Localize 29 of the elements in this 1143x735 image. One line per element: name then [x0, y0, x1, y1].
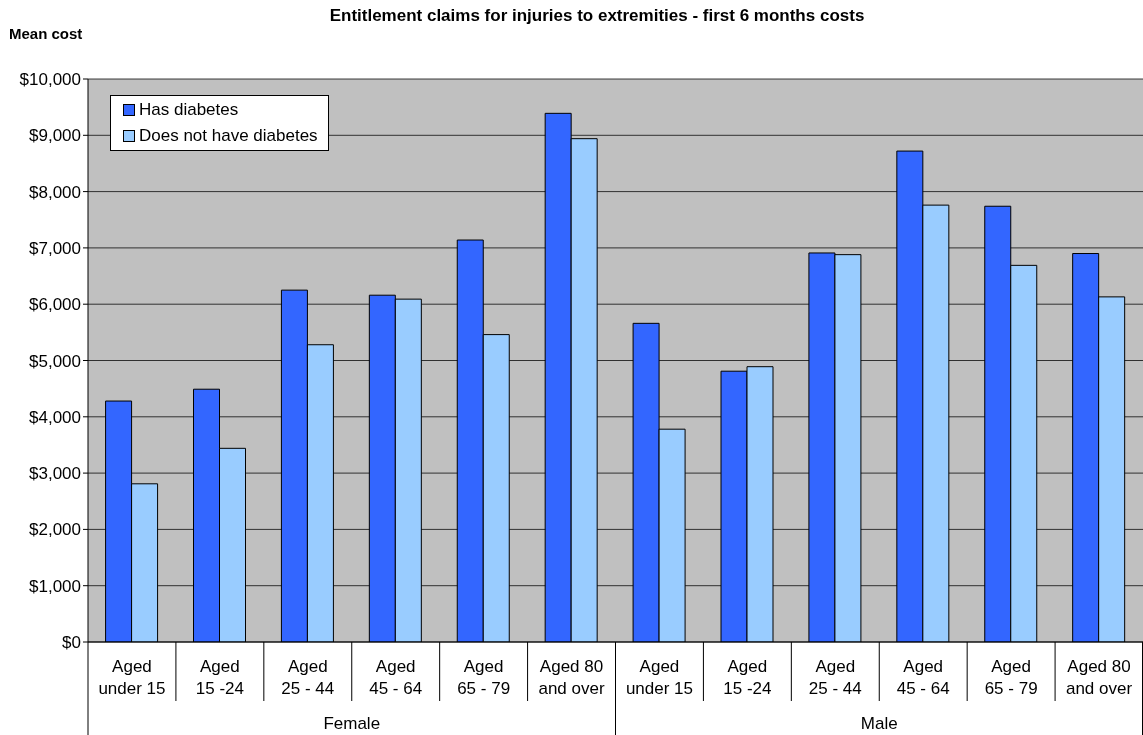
- y-tick-label: $7,000: [29, 238, 81, 258]
- x-tick-label: Aged 45 - 64: [896, 657, 950, 698]
- x-tick-label: Aged under 15: [625, 657, 694, 698]
- x-tick-label: Aged 80 and over: [538, 657, 605, 698]
- y-tick-label: $3,000: [29, 464, 81, 484]
- x-tick-label: Aged 15 -24: [195, 657, 244, 698]
- x-tick-label: Aged under 15: [98, 657, 166, 698]
- y-tick-label: $5,000: [29, 351, 81, 371]
- x-tick-label: Aged 25 - 44: [808, 657, 862, 698]
- text: Male: [860, 714, 898, 733]
- text: Female: [323, 714, 381, 733]
- y-tick-label: $6,000: [29, 295, 81, 315]
- chart-title: Entitlement claims for injuries to extremities - first 6 months costs: [328, 6, 866, 26]
- x-tick-label: Aged 25 - 44: [281, 657, 335, 698]
- y-tick-label: $1,000: [29, 576, 81, 596]
- y-tick-label: $2,000: [29, 520, 81, 540]
- legend-label: Does not have diabetes: [139, 126, 318, 146]
- y-tick-label: $0: [62, 633, 81, 653]
- y-tick-label: $4,000: [29, 407, 81, 427]
- legend-label: Has diabetes: [139, 100, 239, 120]
- y-axis-title: Mean cost: [9, 25, 83, 42]
- x-tick-label: Aged 65 - 79: [984, 657, 1038, 698]
- x-tick-label: Aged 65 - 79: [457, 657, 511, 698]
- y-tick-label: $10,000: [19, 70, 81, 90]
- x-tick-label: Aged 15 -24: [723, 657, 772, 698]
- y-tick-label: $9,000: [29, 126, 81, 146]
- x-tick-label: Aged 80 and over: [1065, 657, 1133, 698]
- x-tick-label: Aged 45 - 64: [369, 657, 423, 698]
- y-tick-label: $8,000: [29, 182, 81, 202]
